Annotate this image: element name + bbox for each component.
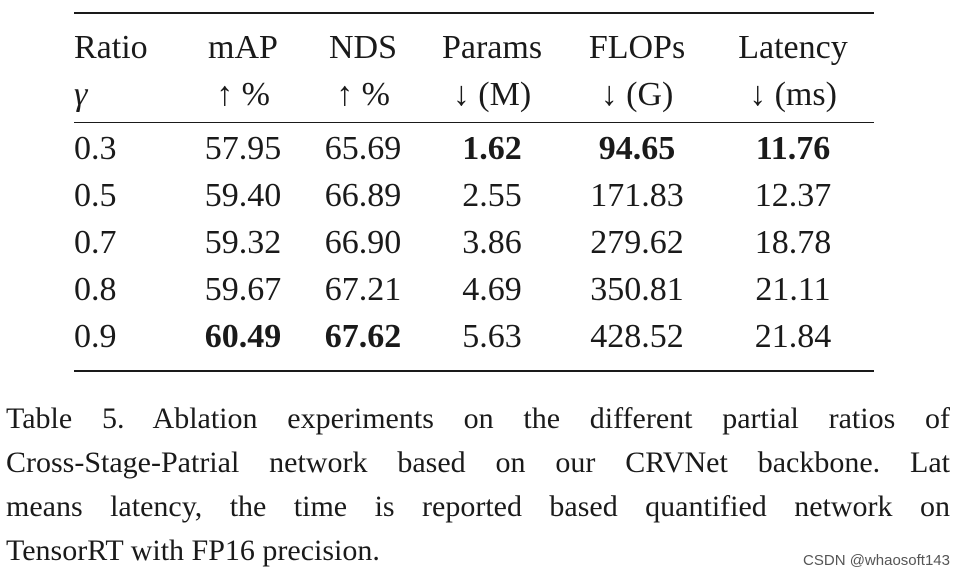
col-header-flops: FLOPs	[588, 29, 686, 66]
caption-line: means latency, the time is reported base…	[6, 490, 950, 523]
cell-latency: 11.76	[755, 130, 831, 167]
col-header-params: Params	[441, 29, 543, 66]
cell-map: 59.32	[204, 224, 282, 261]
caption-line: TensorRT with FP16 precision.	[6, 534, 380, 567]
cell-nds: 65.69	[324, 130, 402, 167]
table-row: 0.8 59.67 67.21 4.69 350.81 21.11	[74, 266, 874, 313]
col-unit-nds: ↑ %	[304, 71, 422, 123]
cell-flops: 350.81	[590, 271, 684, 308]
col-unit-flops: ↓ (G)	[562, 71, 712, 123]
cell-latency: 21.11	[755, 271, 831, 308]
table-body: 0.3 57.95 65.69 1.62 94.65 11.76 0.5 59.40 66.89…	[74, 123, 874, 372]
cell-latency: 12.37	[754, 177, 832, 214]
cell-ratio: 0.3	[74, 130, 117, 167]
table-row: 0.3 57.95 65.69 1.62 94.65 11.76	[74, 123, 874, 173]
table-row: 0.5 59.40 66.89 2.55 171.83 12.37	[74, 172, 874, 219]
cell-ratio: 0.7	[74, 224, 117, 261]
cell-params: 3.86	[462, 224, 522, 261]
cell-nds: 66.89	[324, 177, 402, 214]
cell-latency: 21.84	[754, 318, 832, 355]
col-unit-map: ↑ %	[182, 71, 304, 123]
results-table-container: Ratio mAP NDS Params FLOPs Latency γ ↑ %…	[74, 12, 874, 372]
col-unit-params: ↓ (M)	[422, 71, 562, 123]
cell-flops: 279.62	[590, 224, 684, 261]
cell-ratio: 0.5	[74, 177, 117, 214]
col-header-ratio: Ratio	[74, 29, 148, 66]
col-header-nds: NDS	[328, 29, 398, 66]
cell-flops: 94.65	[598, 130, 676, 167]
cell-latency: 18.78	[754, 224, 832, 261]
col-header-map: mAP	[208, 29, 278, 66]
cell-map: 59.67	[204, 271, 282, 308]
caption-line: Table 5. Ablation experiments on the dif…	[6, 402, 950, 435]
cell-params: 2.55	[462, 177, 522, 214]
table-row: 0.7 59.32 66.90 3.86 279.62 18.78	[74, 219, 874, 266]
header-row-units: γ ↑ % ↑ % ↓ (M) ↓ (G) ↓ (ms)	[74, 71, 874, 123]
cell-params: 1.62	[462, 130, 522, 167]
results-table: Ratio mAP NDS Params FLOPs Latency γ ↑ %…	[74, 12, 874, 372]
cell-nds: 67.62	[324, 318, 402, 355]
cell-map: 59.40	[204, 177, 282, 214]
table-caption: Table 5. Ablation experiments on the dif…	[6, 397, 950, 573]
cell-params: 5.63	[462, 318, 522, 355]
cell-map: 57.95	[204, 130, 282, 167]
col-header-latency: Latency	[738, 29, 848, 66]
header-row-names: Ratio mAP NDS Params FLOPs Latency	[74, 13, 874, 71]
cell-map: 60.49	[204, 318, 282, 355]
cell-nds: 66.90	[324, 224, 402, 261]
col-unit-ratio: γ	[74, 71, 182, 123]
cell-flops: 428.52	[590, 318, 684, 355]
col-unit-latency: ↓ (ms)	[712, 71, 874, 123]
table-row: 0.9 60.49 67.62 5.63 428.52 21.84	[74, 313, 874, 371]
cell-nds: 67.21	[324, 271, 402, 308]
caption-line: Cross-Stage-Patrial network based on our…	[6, 446, 950, 479]
cell-params: 4.69	[462, 271, 522, 308]
cell-ratio: 0.9	[74, 318, 117, 355]
cell-flops: 171.83	[590, 177, 684, 214]
cell-ratio: 0.8	[74, 271, 117, 308]
watermark: CSDN @whaosoft143	[803, 552, 950, 569]
